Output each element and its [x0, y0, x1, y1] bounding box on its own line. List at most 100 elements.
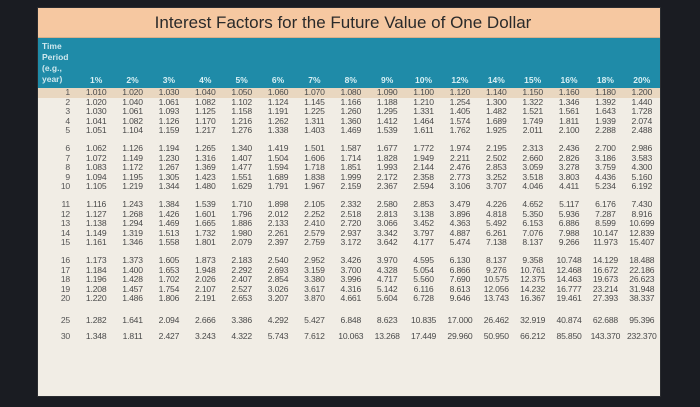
year-cell: 1: [38, 87, 78, 98]
table-row: 11 1.116 1.243 1.384 1.539 1.710 1.898 2.105 2.3…: [38, 198, 660, 210]
rate-column-header: 14%: [487, 75, 505, 85]
factor-cell: 1.124: [267, 96, 289, 107]
rate-column-header: 2%: [126, 75, 139, 85]
factor-cell: 4.316: [340, 283, 362, 294]
factor-cell: 1.939: [595, 115, 616, 126]
factor-cell: 2.011: [522, 125, 543, 136]
rate-column-header: 5%: [235, 75, 248, 85]
factor-cell: 10.575: [483, 274, 509, 285]
factor-cell: 3.252: [486, 171, 507, 182]
factor-cell: 1.653: [158, 264, 180, 275]
factor-cell: 9.358: [522, 254, 543, 265]
factor-cell: 1.457: [122, 283, 143, 294]
factor-cell: 4.887: [449, 227, 471, 238]
factor-cell: 1.348: [85, 330, 107, 341]
year-cell: 10: [60, 181, 70, 192]
year-cell: 6: [65, 142, 70, 153]
factor-cell: 1.070: [296, 87, 333, 98]
table-row: 5 1.051 1.104 1.159 1.217 1.276 1.338 1.403 1.46…: [38, 126, 660, 136]
factor-cell: 2.211: [450, 152, 470, 163]
factor-cell: 1.993: [376, 162, 398, 173]
factor-cell: 1.594: [267, 162, 289, 173]
factor-cell: 3.186: [595, 152, 616, 163]
factor-cell: 1.061: [122, 106, 143, 117]
factor-cell: 6.176: [595, 198, 616, 209]
factor-cell: 4.652: [522, 198, 543, 209]
factor-cell: 1.219: [122, 181, 143, 192]
factor-cell: 10.761: [520, 264, 546, 275]
factor-cell: 10.835: [411, 314, 437, 325]
factor-cell: 1.373: [122, 254, 143, 265]
factor-cell: 4.328: [376, 264, 398, 275]
factor-cell: 2.094: [158, 314, 180, 325]
factor-cell: 1.080: [332, 87, 369, 98]
factor-cell: 17.000: [447, 314, 473, 325]
rate-column-header: 20%: [633, 75, 651, 85]
period-label-line: (e.g.,: [42, 63, 62, 73]
rate-column-header: 18%: [596, 75, 614, 85]
factor-cell: 2.853: [413, 198, 434, 209]
table-row: 10 1.105 1.219 1.344 1.480 1.629 1.791 1.967 2.1…: [38, 182, 660, 192]
factor-cell: 5.142: [376, 283, 398, 294]
factor-cell: 6.866: [449, 264, 471, 275]
factor-cell: 1.140: [478, 87, 515, 98]
factor-cell: 1.611: [413, 125, 434, 136]
factor-cell: 2.195: [486, 142, 507, 153]
factor-cell: 3.452: [413, 218, 434, 229]
factor-cell: 3.759: [595, 162, 616, 173]
period-label-line: year): [42, 74, 63, 84]
factor-cell: 2.952: [304, 254, 325, 265]
factor-cell: 2.079: [231, 237, 252, 248]
table-title-bar: Interest Factors for the Future Value of…: [38, 8, 660, 38]
factor-cell: 4.322: [231, 330, 252, 341]
table-row: 30 1.348 1.811 2.427 3.243 4.322 5.743 7.612 10.…: [38, 328, 660, 344]
year-cell: 13: [60, 218, 70, 229]
factor-cell: 2.332: [340, 198, 362, 209]
year-cell: 12: [60, 208, 70, 219]
rate-column-header: 6%: [271, 75, 285, 85]
factor-cell: 62.688: [592, 314, 618, 325]
table-row: 15 1.161 1.346 1.558 1.801 2.079 2.397 2.759 3.1…: [38, 238, 660, 248]
factor-cell: 1.948: [195, 264, 216, 275]
factor-cell: 7.138: [486, 237, 507, 248]
factor-cell: 1.194: [158, 142, 180, 153]
factor-cell: 5.117: [559, 198, 579, 209]
factor-cell: 3.106: [449, 181, 471, 192]
factor-cell: 1.521: [522, 106, 543, 117]
factor-cell: 5.054: [413, 264, 434, 275]
factor-cell: 1.629: [231, 181, 252, 192]
factor-cell: 1.265: [195, 142, 216, 153]
factor-cell: 1.276: [231, 125, 252, 136]
factor-cell: 1.754: [158, 283, 180, 294]
factor-cell: 26.462: [483, 314, 509, 325]
factor-cell: 2.288: [595, 125, 616, 136]
factor-cell: 2.261: [267, 227, 289, 238]
factor-cell: 1.161: [85, 237, 107, 248]
factor-cell: 1.587: [340, 142, 362, 153]
factor-cell: 1.886: [231, 218, 252, 229]
table-row: 2 1.020 1.040 1.061 1.082 1.102 1.124 1.145 1.16…: [38, 96, 660, 108]
factor-cell: 1.126: [122, 142, 143, 153]
factor-cell: 1.811: [122, 330, 143, 341]
factor-cell: 1.665: [195, 218, 216, 229]
factor-cell: 15.407: [629, 237, 655, 248]
factor-cell: 1.127: [85, 208, 107, 219]
table-row: 7 1.072 1.149 1.230 1.316 1.407 1.504 1.606 1.71…: [38, 152, 660, 164]
factor-cell: 4.046: [522, 181, 543, 192]
factor-cell: 1.083: [85, 162, 107, 173]
factor-cell: 1.428: [122, 274, 143, 285]
factor-cell: 12.375: [520, 274, 546, 285]
factor-cell: 4.300: [631, 162, 653, 173]
year-cell: 11: [61, 198, 70, 209]
factor-cell: 1.305: [158, 171, 180, 182]
factor-cell: 2.720: [340, 218, 362, 229]
factor-cell: 3.896: [449, 208, 471, 219]
factor-cell: 3.172: [340, 237, 362, 248]
factor-cell: 8.137: [486, 254, 507, 265]
factor-cell: 14.129: [592, 254, 618, 265]
factor-cell: 1.558: [158, 237, 180, 248]
factor-cell: 1.102: [231, 96, 252, 107]
factor-cell: 3.479: [449, 198, 471, 209]
factor-cell: 1.346: [558, 96, 580, 107]
factor-cell: 32.919: [520, 314, 546, 325]
